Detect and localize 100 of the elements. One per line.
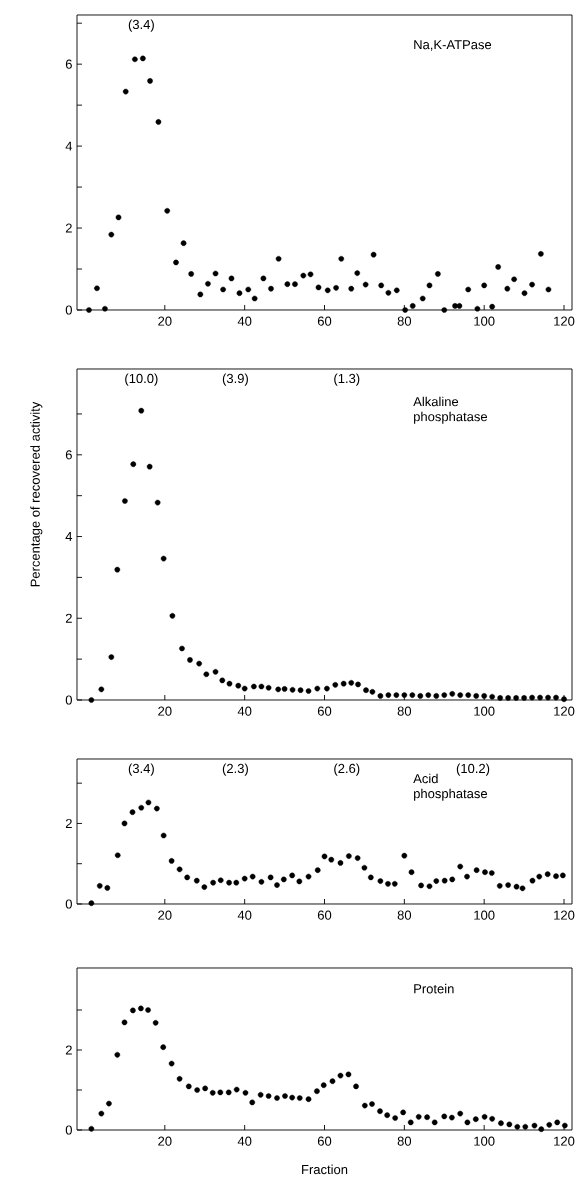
point [407, 1119, 414, 1126]
point [337, 1072, 344, 1079]
point [233, 1086, 240, 1093]
point [531, 1122, 538, 1129]
point [307, 271, 314, 278]
x-tick-label: 80 [397, 910, 412, 920]
point [169, 613, 176, 619]
x-tick-label: 120 [554, 910, 575, 920]
point [473, 867, 480, 873]
point [348, 680, 355, 686]
x-tick-label: 60 [317, 706, 332, 716]
y-tick-label: 2 [65, 818, 72, 828]
point [160, 555, 167, 562]
point [96, 883, 103, 889]
point [554, 1119, 561, 1126]
point [514, 1124, 521, 1130]
point [152, 1020, 159, 1026]
point [257, 1092, 264, 1098]
y-tick-label: 6 [65, 59, 72, 69]
text: Na,K-ATPase [414, 40, 492, 51]
text: Alkaline phosphatase [413, 396, 488, 424]
point [362, 281, 369, 288]
point [561, 696, 567, 702]
x-tick-label: 80 [397, 706, 412, 716]
point [457, 692, 464, 698]
point [300, 272, 307, 279]
x-tick-label: 20 [158, 1136, 172, 1146]
point [562, 1122, 568, 1129]
y-tick-label: 4 [65, 532, 73, 542]
point [245, 286, 252, 293]
x-tick-label: 20 [158, 706, 172, 716]
point [345, 1071, 352, 1078]
point [242, 1090, 249, 1096]
annotation: (1.3) [334, 373, 360, 386]
point [236, 290, 243, 296]
point [122, 498, 128, 504]
point [560, 872, 566, 879]
point [275, 686, 281, 693]
point [219, 677, 226, 684]
point [176, 866, 183, 873]
point [498, 1120, 504, 1126]
point [154, 805, 160, 812]
point [241, 875, 248, 882]
point [489, 303, 495, 310]
point [368, 874, 374, 881]
point [280, 876, 287, 883]
point [435, 271, 441, 277]
point [473, 1116, 479, 1122]
point [233, 879, 240, 886]
point [495, 264, 501, 270]
point [197, 291, 204, 298]
point [104, 885, 111, 891]
x-tick-label: 100 [474, 910, 495, 920]
point [289, 872, 295, 879]
point [180, 240, 187, 246]
point [505, 695, 511, 701]
point [474, 305, 481, 312]
point [275, 255, 282, 262]
point [473, 693, 479, 699]
x-tick-label: 100 [474, 1136, 495, 1146]
point [441, 877, 448, 884]
point [536, 873, 543, 880]
annotation: (10.2) [456, 763, 490, 776]
point [217, 877, 224, 884]
point [241, 685, 248, 692]
point [401, 692, 408, 698]
point [417, 693, 424, 699]
point [424, 1114, 430, 1120]
point [393, 692, 400, 698]
point [419, 295, 426, 302]
point [305, 873, 312, 880]
point [496, 883, 503, 889]
y-tick-label: 6 [65, 450, 72, 460]
point [441, 1113, 448, 1120]
point [209, 1090, 216, 1096]
x-tick-label: 120 [554, 316, 575, 326]
point [187, 657, 193, 663]
point [235, 682, 242, 689]
point [348, 285, 355, 292]
x-tick-label: 120 [554, 706, 575, 716]
point [324, 287, 331, 294]
annotation: (10.0) [125, 373, 158, 386]
point [355, 681, 361, 688]
point [138, 407, 145, 414]
point [258, 879, 265, 885]
y-axis-title: Percentage of recovered activity [30, 401, 43, 587]
y-tick-label: 0 [65, 305, 72, 315]
point [538, 251, 544, 257]
point [537, 694, 543, 701]
point [393, 287, 400, 294]
point [284, 281, 291, 287]
point [292, 281, 298, 287]
point [226, 879, 232, 886]
point [521, 290, 528, 296]
point [353, 1083, 359, 1090]
x-tick-label: 100 [474, 316, 495, 326]
point [449, 876, 456, 883]
point [315, 284, 322, 291]
point [274, 1095, 280, 1101]
point [522, 1124, 529, 1130]
